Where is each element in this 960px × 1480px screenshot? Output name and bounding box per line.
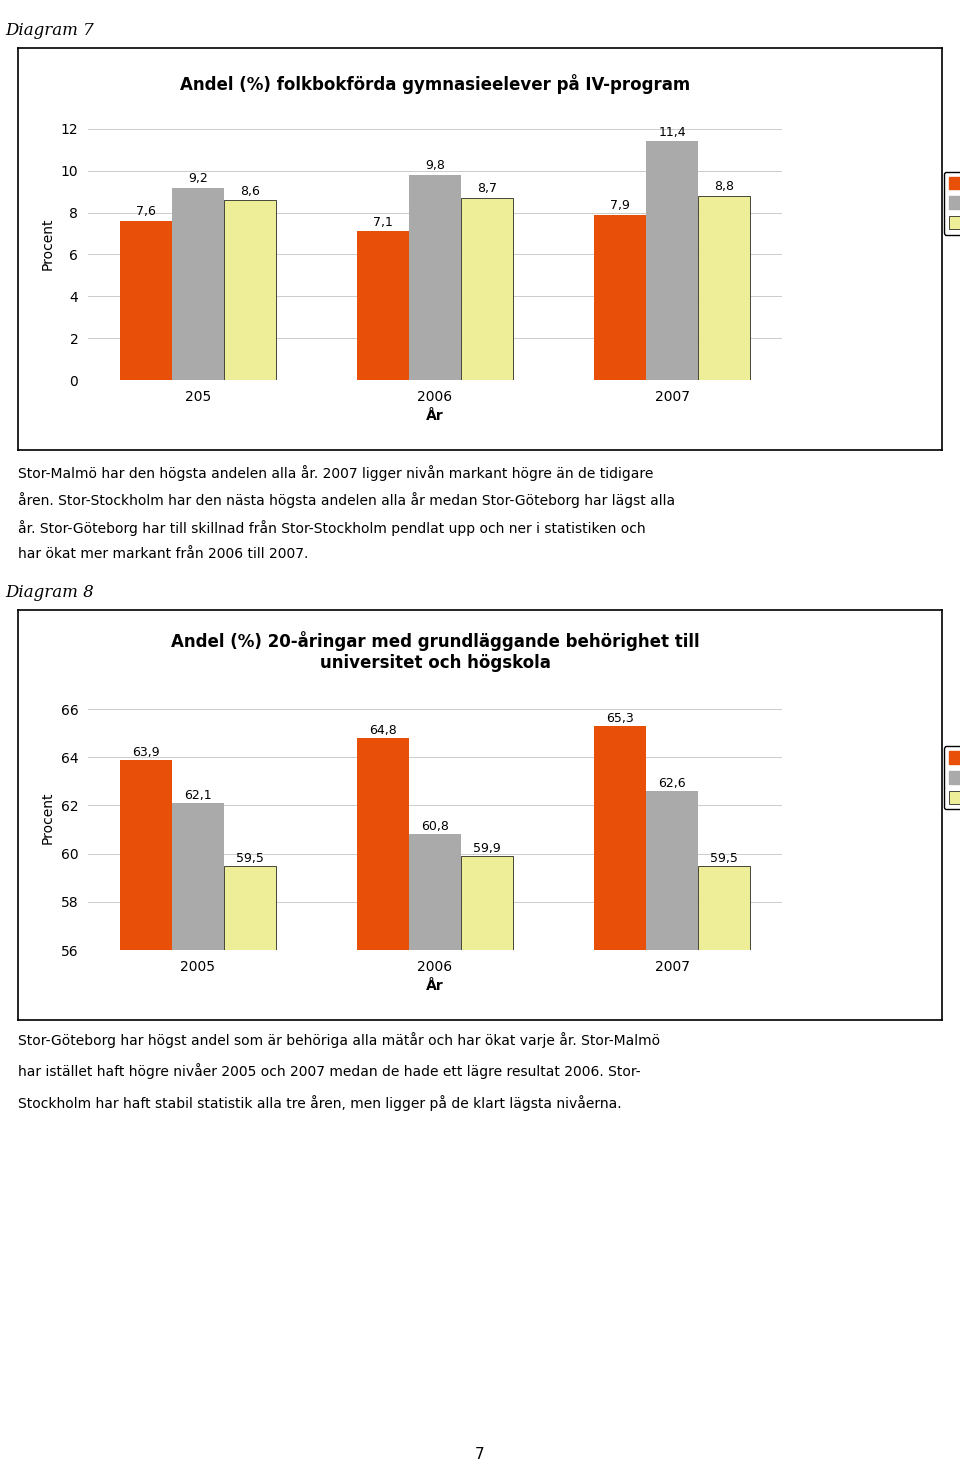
Text: åren. Stor-Stockholm har den nästa högsta andelen alla år medan Stor-Göteborg ha: åren. Stor-Stockholm har den nästa högst…	[18, 493, 675, 508]
Text: Stor-Göteborg har högst andel som är behöriga alla mätår och har ökat varje år. : Stor-Göteborg har högst andel som är beh…	[18, 1032, 660, 1048]
Text: 65,3: 65,3	[606, 712, 634, 725]
Text: 62,1: 62,1	[184, 789, 211, 802]
Bar	[120, 221, 172, 380]
Bar	[357, 739, 409, 1480]
Text: 7,1: 7,1	[372, 216, 393, 229]
Text: 59,5: 59,5	[236, 851, 264, 864]
Bar	[172, 804, 224, 1480]
Text: Diagram 8: Diagram 8	[5, 585, 94, 601]
Bar	[646, 790, 698, 1480]
Text: 64,8: 64,8	[369, 724, 396, 737]
Text: 8,8: 8,8	[714, 181, 734, 194]
Text: Stockholm har haft stabil statistik alla tre åren, men ligger på de klart lägsta: Stockholm har haft stabil statistik alla…	[18, 1095, 622, 1111]
Bar	[594, 727, 646, 1480]
Y-axis label: Procent: Procent	[41, 218, 55, 271]
Legend: Stor-G, Stor-M, Stor-S: Stor-G, Stor-M, Stor-S	[944, 172, 960, 235]
Legend: Stor-G, Stor-M, Stor-S: Stor-G, Stor-M, Stor-S	[944, 746, 960, 810]
Text: 7: 7	[475, 1447, 485, 1462]
Bar	[698, 195, 751, 380]
Bar	[357, 231, 409, 380]
Bar	[224, 200, 276, 380]
Text: 60,8: 60,8	[421, 820, 449, 833]
Bar	[698, 866, 751, 1480]
Text: 59,9: 59,9	[473, 842, 501, 855]
Text: 7,6: 7,6	[135, 206, 156, 219]
Text: 8,6: 8,6	[240, 185, 260, 197]
Bar	[594, 215, 646, 380]
Text: 8,7: 8,7	[477, 182, 497, 195]
Text: har istället haft högre nivåer 2005 och 2007 medan de hade ett lägre resultat 20: har istället haft högre nivåer 2005 och …	[18, 1064, 640, 1079]
Text: Stor-Malmö har den högsta andelen alla år. 2007 ligger nivån markant högre än de: Stor-Malmö har den högsta andelen alla å…	[18, 465, 654, 481]
Text: 63,9: 63,9	[132, 746, 159, 759]
Bar	[409, 835, 461, 1480]
Text: Diagram 7: Diagram 7	[5, 22, 94, 38]
Text: 9,8: 9,8	[425, 160, 444, 173]
Bar	[461, 855, 514, 1480]
Text: 62,6: 62,6	[659, 777, 686, 790]
X-axis label: År: År	[426, 410, 444, 423]
Text: 11,4: 11,4	[659, 126, 686, 139]
Bar	[172, 188, 224, 380]
Bar	[646, 142, 698, 380]
Bar	[461, 198, 514, 380]
Text: Andel (%) 20-åringar med grundläggande behörighet till
universitet och högskola: Andel (%) 20-åringar med grundläggande b…	[171, 630, 699, 672]
Bar	[120, 759, 172, 1480]
Text: 7,9: 7,9	[610, 200, 630, 212]
Bar	[409, 175, 461, 380]
Text: 59,5: 59,5	[710, 851, 738, 864]
Text: år. Stor-Göteborg har till skillnad från Stor-Stockholm pendlat upp och ner i st: år. Stor-Göteborg har till skillnad från…	[18, 519, 646, 536]
Text: har ökat mer markant från 2006 till 2007.: har ökat mer markant från 2006 till 2007…	[18, 548, 308, 561]
Text: 9,2: 9,2	[188, 172, 207, 185]
Bar	[224, 866, 276, 1480]
Y-axis label: Procent: Procent	[41, 792, 55, 844]
X-axis label: År: År	[426, 980, 444, 993]
Text: Andel (%) folkbokförda gymnasieelever på IV-program: Andel (%) folkbokförda gymnasieelever på…	[180, 74, 690, 95]
